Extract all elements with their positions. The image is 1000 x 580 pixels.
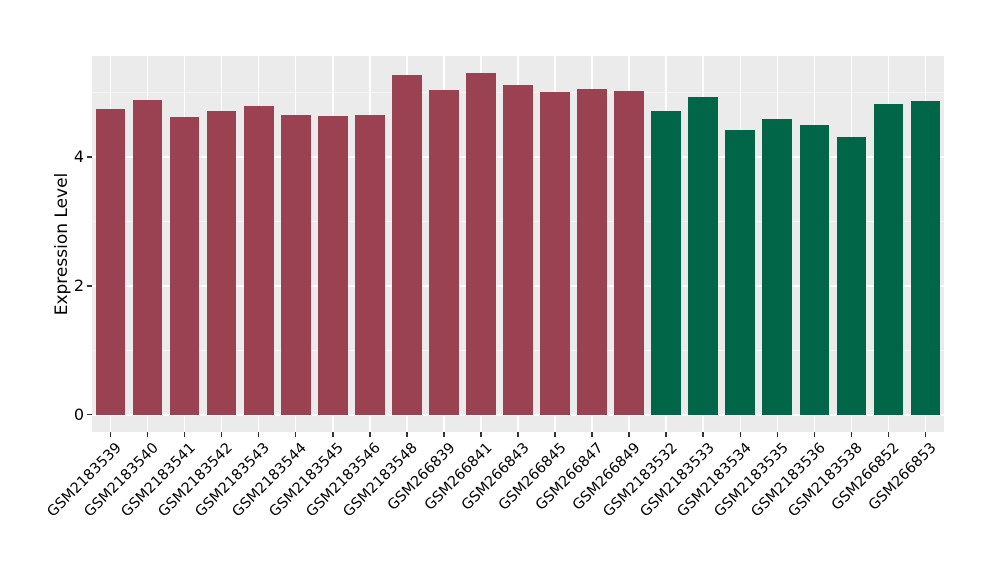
x-tick [702,432,704,437]
x-tick [665,432,667,437]
bar-GSM2183533 [688,97,719,415]
x-tick [517,432,519,437]
x-tick [332,432,334,437]
x-tick [220,432,223,437]
x-tick [109,432,112,437]
x-tick [739,432,741,437]
bar-GSM2183532 [651,110,681,415]
y-tick-label: 4 [73,147,84,167]
x-tick [480,432,482,437]
y-tick [87,413,92,416]
plot-panel [92,56,944,432]
bar-GSM2183544 [280,115,311,415]
x-tick [924,432,927,437]
bar-GSM2183540 [132,99,163,415]
x-tick [813,432,816,437]
bar-GSM266845 [540,92,570,415]
bar-GSM2183538 [836,137,867,415]
bar-GSM266849 [614,91,644,415]
x-tick [406,432,408,437]
bar-GSM2183539 [95,109,126,415]
bar-GSM2183543 [243,105,274,415]
x-tick-label: GSM266853 [866,440,940,514]
bar-GSM266853 [910,101,941,415]
x-tick [554,432,556,437]
bar-GSM266839 [429,90,459,415]
x-tick [887,432,890,437]
bar-GSM2183536 [799,124,830,415]
bar-GSM2183546 [355,115,385,415]
x-tick [146,432,149,437]
bar-GSM2183542 [206,111,237,415]
bar-GSM266843 [503,84,533,415]
y-tick-label: 0 [73,404,84,424]
y-tick [87,156,92,158]
x-tick [776,432,779,437]
bar-GSM2183541 [169,116,200,415]
y-tick [87,285,92,287]
bar-GSM2183534 [725,130,756,415]
y-tick-label: 2 [73,275,84,295]
bar-GSM266841 [466,72,496,415]
x-tick [443,432,445,437]
x-tick [628,432,630,437]
bar-GSM2183548 [392,74,422,415]
bar-GSM266847 [577,88,607,415]
x-tick [183,432,186,437]
x-tick [257,432,260,437]
x-tick [850,432,853,437]
bar-GSM2183535 [762,119,793,415]
bar-GSM2183545 [317,115,348,415]
bar-GSM266852 [873,103,904,415]
x-tick [294,432,297,437]
x-tick [591,432,593,437]
x-tick [369,432,371,437]
